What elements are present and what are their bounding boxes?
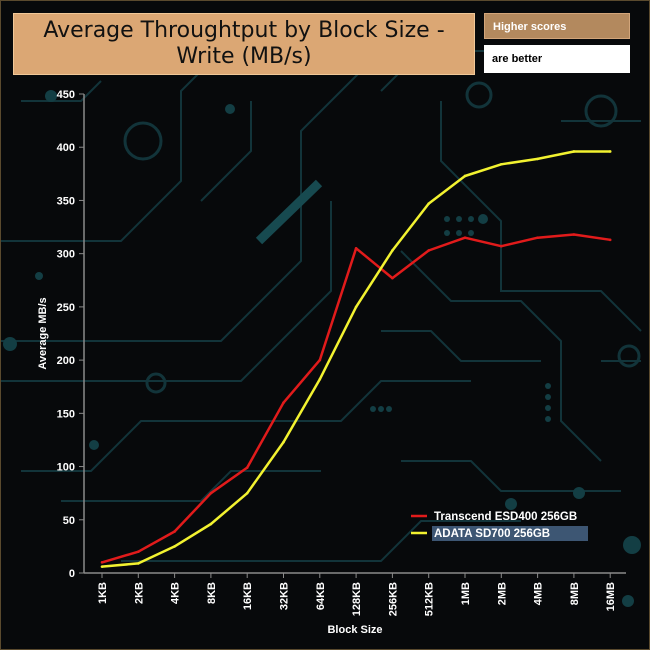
x-tick-label: 2KB xyxy=(133,582,145,604)
data-point xyxy=(282,401,285,404)
y-tick-label: 50 xyxy=(63,515,75,527)
legend-label: ADATA SD700 256GB xyxy=(434,528,550,540)
y-axis-title: Average MB/s xyxy=(37,297,49,369)
data-point xyxy=(608,238,612,242)
data-point xyxy=(137,562,140,565)
y-tick-label: 300 xyxy=(57,249,75,261)
data-point xyxy=(536,157,539,161)
chart-title-box: Average Throughtput by Block Size - Writ… xyxy=(13,13,475,75)
x-tick-label: 128KB xyxy=(351,582,363,616)
data-point xyxy=(572,150,576,153)
data-point xyxy=(354,247,358,250)
data-point xyxy=(500,244,503,248)
axes: 0 50 100 150 200 250 300 350 400 450 1KB 2KB 4KB 8KB 1… xyxy=(37,89,626,636)
data-point xyxy=(427,249,431,252)
data-point xyxy=(209,491,213,495)
x-tick-label: 16KB xyxy=(242,582,254,610)
data-point xyxy=(318,358,322,362)
data-point xyxy=(173,530,176,533)
x-tick-label: 1MB xyxy=(460,582,472,605)
y-tick-label: 250 xyxy=(57,302,75,314)
x-tick-label: 2MB xyxy=(496,582,508,605)
data-point xyxy=(209,522,213,526)
y-tick-label: 0 xyxy=(69,568,75,580)
chart-title: Average Throughtput by Block Size - Writ… xyxy=(43,18,445,69)
data-point xyxy=(318,377,322,381)
data-point xyxy=(100,561,104,564)
legend-highlight xyxy=(432,526,588,541)
y-tick-label: 100 xyxy=(57,462,75,474)
data-point xyxy=(463,174,467,178)
legend-label: Transcend ESD400 256GB xyxy=(434,511,577,523)
y-tick-label: 150 xyxy=(57,408,75,420)
series-line-adata xyxy=(101,150,611,568)
data-point xyxy=(100,565,104,568)
data-point xyxy=(500,162,503,166)
y-tick-label: 400 xyxy=(57,142,75,154)
x-tick-label: 4MB xyxy=(533,582,545,605)
x-tick-label: 4KB xyxy=(170,582,182,604)
x-tick-label: 256KB xyxy=(387,582,399,616)
y-tick-label: 350 xyxy=(57,195,75,207)
x-tick-label: 32KB xyxy=(279,582,291,610)
y-tick-label: 450 xyxy=(57,89,75,101)
data-point xyxy=(137,550,140,554)
x-tick-label: 16MB xyxy=(605,582,617,611)
x-tick-label: 512KB xyxy=(424,582,436,616)
data-point xyxy=(463,236,467,239)
x-tick-label: 1KB xyxy=(97,582,109,604)
series-lines xyxy=(100,150,612,568)
y-tick-label: 200 xyxy=(57,355,75,367)
data-point xyxy=(354,305,358,309)
data-point xyxy=(245,491,249,495)
higher-scores-note: Higher scores xyxy=(484,13,630,39)
x-axis-title: Block Size xyxy=(327,624,382,636)
data-point xyxy=(245,466,249,469)
data-point xyxy=(427,202,431,205)
data-point xyxy=(391,276,394,280)
data-point xyxy=(391,249,394,252)
data-point xyxy=(608,150,612,153)
data-point xyxy=(572,233,576,236)
x-tick-label: 64KB xyxy=(315,582,327,610)
are-better-note: are better xyxy=(484,45,630,73)
legend: Transcend ESD400 256GB ADATA SD700 256GB xyxy=(411,511,588,541)
data-point xyxy=(536,236,539,239)
x-tick-label: 8MB xyxy=(569,582,581,605)
data-point xyxy=(173,545,176,548)
data-point xyxy=(282,440,285,444)
x-tick-label: 8KB xyxy=(206,582,218,604)
